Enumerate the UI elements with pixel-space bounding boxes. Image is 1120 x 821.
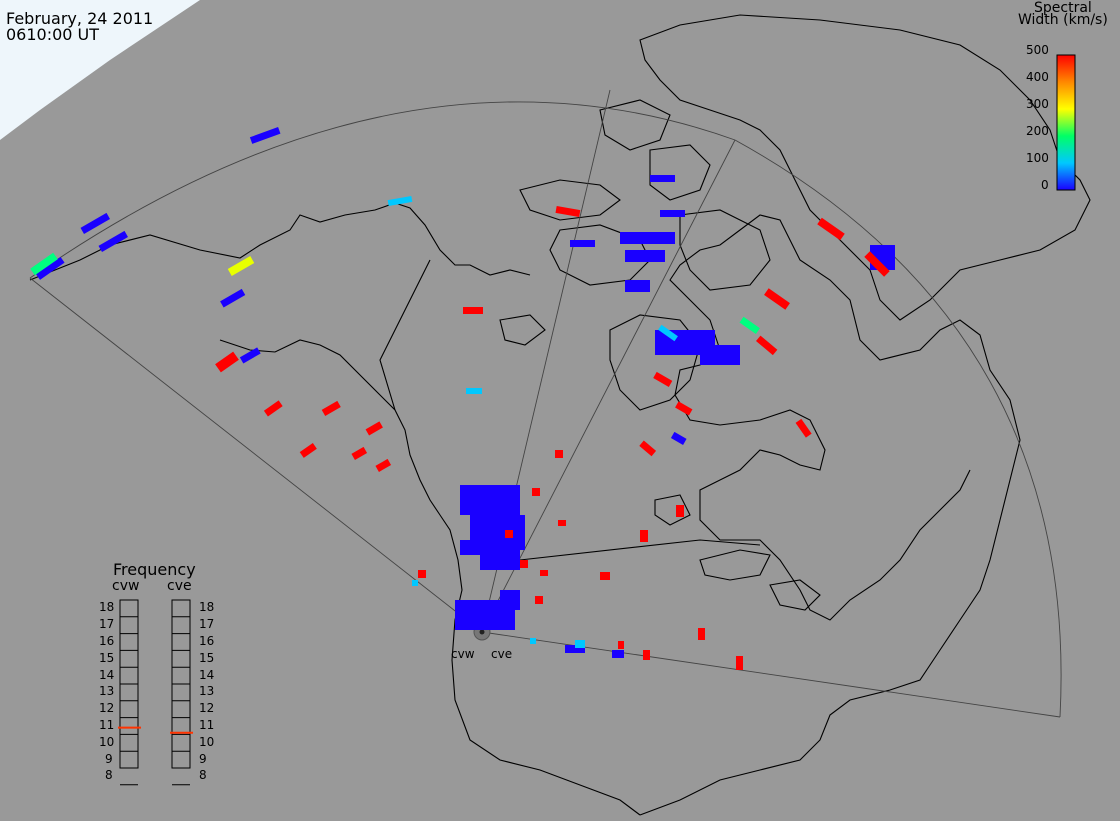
frequency-tick-label-cve: 8 xyxy=(199,768,207,783)
frequency-tick-label-cve: 15 xyxy=(199,650,215,665)
frequency-tick-label-cve: 13 xyxy=(199,684,215,699)
frequency-tick-label-cvw: 18 xyxy=(99,600,115,615)
colorbar-title-line1: Spectral xyxy=(1034,0,1092,16)
backscatter-red xyxy=(215,205,890,670)
frequency-radar-cve: cve xyxy=(167,578,192,594)
frequency-gauges xyxy=(119,599,191,786)
colorbar-scale xyxy=(1056,54,1076,191)
frequency-tick-label-cvw: 10 xyxy=(99,734,115,749)
colorbar-tick: 100 xyxy=(1026,151,1049,165)
backscatter-green-yellow xyxy=(30,252,760,335)
site-label-cve: cve xyxy=(491,647,513,661)
frequency-tick-label-cvw: 17 xyxy=(99,617,115,632)
sea-ice-region xyxy=(0,0,200,140)
frequency-tick-label-cve: 11 xyxy=(199,718,215,732)
colorbar-tick: 0 xyxy=(1041,178,1049,192)
frequency-tick-label-cve: 10 xyxy=(199,734,215,749)
frequency-tick-label-cvw: 13 xyxy=(99,684,115,699)
frequency-tick-label-cve: 18 xyxy=(199,600,215,615)
frequency-tick-label-cvw: 14 xyxy=(99,667,115,682)
frequency-tick-label-cvw: 11 xyxy=(99,718,115,732)
frequency-tick-label-cvw: 16 xyxy=(99,634,115,648)
date-label: February, 24 2011 xyxy=(6,9,154,28)
time-label: 0610:00 UT xyxy=(6,25,100,44)
site-label-cvw: cvw xyxy=(451,647,475,661)
frequency-tick-label-cvw: 9 xyxy=(105,751,113,766)
frequency-tick-label-cve: 14 xyxy=(199,667,215,682)
frequency-tick-label-cvw: 15 xyxy=(99,650,115,665)
frequency-tick-label-cve: 12 xyxy=(199,701,215,716)
radar-site-center xyxy=(479,629,485,635)
frequency-tick-label-cve: 9 xyxy=(199,751,207,766)
colorbar-tick: 300 xyxy=(1026,97,1049,111)
coastlines xyxy=(29,14,1091,816)
frequency-radar-cvw: cvw xyxy=(112,578,140,594)
backscatter-blue xyxy=(35,127,895,658)
frequency-tick-label-cvw: 12 xyxy=(99,701,115,716)
colorbar-tick: 200 xyxy=(1026,124,1049,138)
frequency-tick-label-cve: 17 xyxy=(199,617,215,632)
backscatter-cyan xyxy=(387,195,678,648)
frequency-title: Frequency xyxy=(113,560,196,579)
colorbar-tick: 500 xyxy=(1026,43,1049,57)
frequency-tick-label-cvw: 8 xyxy=(105,768,113,783)
frequency-tick-label-cve: 16 xyxy=(199,634,215,648)
colorbar-tick: 400 xyxy=(1026,70,1049,84)
colorbar-title-line2: Width (km/s) xyxy=(1018,12,1108,28)
